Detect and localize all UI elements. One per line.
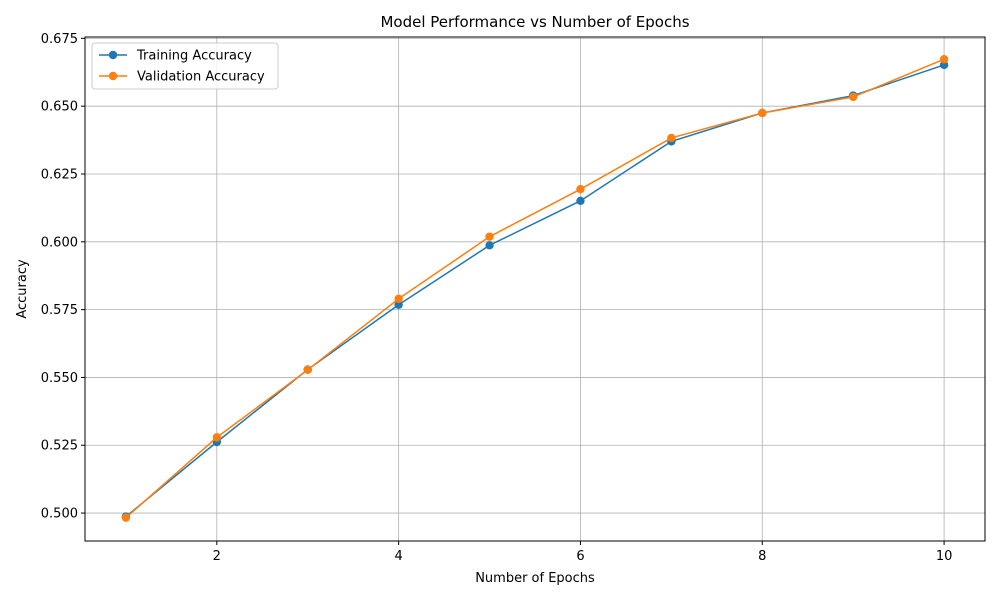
legend-swatch-marker	[108, 50, 118, 60]
y-tick-label: 0.550	[41, 371, 78, 386]
data-point-1	[394, 294, 403, 303]
data-point-0	[394, 300, 403, 309]
legend-swatch-marker	[108, 71, 118, 81]
y-tick-label: 0.625	[41, 167, 78, 182]
data-point-0	[576, 196, 585, 206]
data-point-1	[576, 184, 585, 194]
legend-label: Validation Accuracy	[137, 70, 265, 85]
y-tick-label: 0.600	[41, 235, 78, 250]
series-group	[121, 55, 949, 522]
data-point-1	[758, 108, 767, 118]
grid-lines	[85, 37, 985, 541]
y-tick-label: 0.575	[41, 303, 78, 318]
data-point-1	[667, 133, 676, 143]
data-point-1	[212, 433, 222, 442]
legend-label: Training Accuracy	[136, 49, 252, 64]
chart-title: Model Performance vs Number of Epochs	[380, 13, 689, 31]
x-tick-label: 4	[394, 549, 402, 564]
x-axis: 2 4 6 8 10	[213, 541, 953, 564]
series-line-1	[125, 58, 945, 519]
plot-frame	[84, 36, 986, 542]
data-point-1	[121, 513, 131, 522]
y-tick-label: 0.675	[41, 32, 78, 47]
y-tick-label: 0.500	[41, 507, 78, 522]
x-tick-label: 2	[213, 549, 221, 564]
legend-box	[91, 42, 279, 90]
data-point-1	[303, 365, 312, 375]
x-tick-label: 8	[758, 549, 766, 564]
x-tick-label: 6	[576, 549, 584, 564]
x-axis-label: Number of Epochs	[475, 571, 595, 586]
data-point-0	[485, 241, 494, 250]
data-point-1	[939, 55, 949, 64]
y-axis: 0.500 0.525 0.550 0.575 0.600 0.625 0.650 0.675	[41, 32, 85, 522]
y-tick-label: 0.525	[41, 439, 78, 454]
data-point-1	[485, 232, 494, 241]
y-axis-label: Accuracy	[15, 259, 30, 319]
y-tick-label: 0.650	[41, 100, 78, 115]
data-point-1	[848, 92, 858, 102]
x-tick-label: 10	[936, 549, 953, 564]
legend: Training Accuracy Validation Accuracy	[91, 42, 279, 90]
